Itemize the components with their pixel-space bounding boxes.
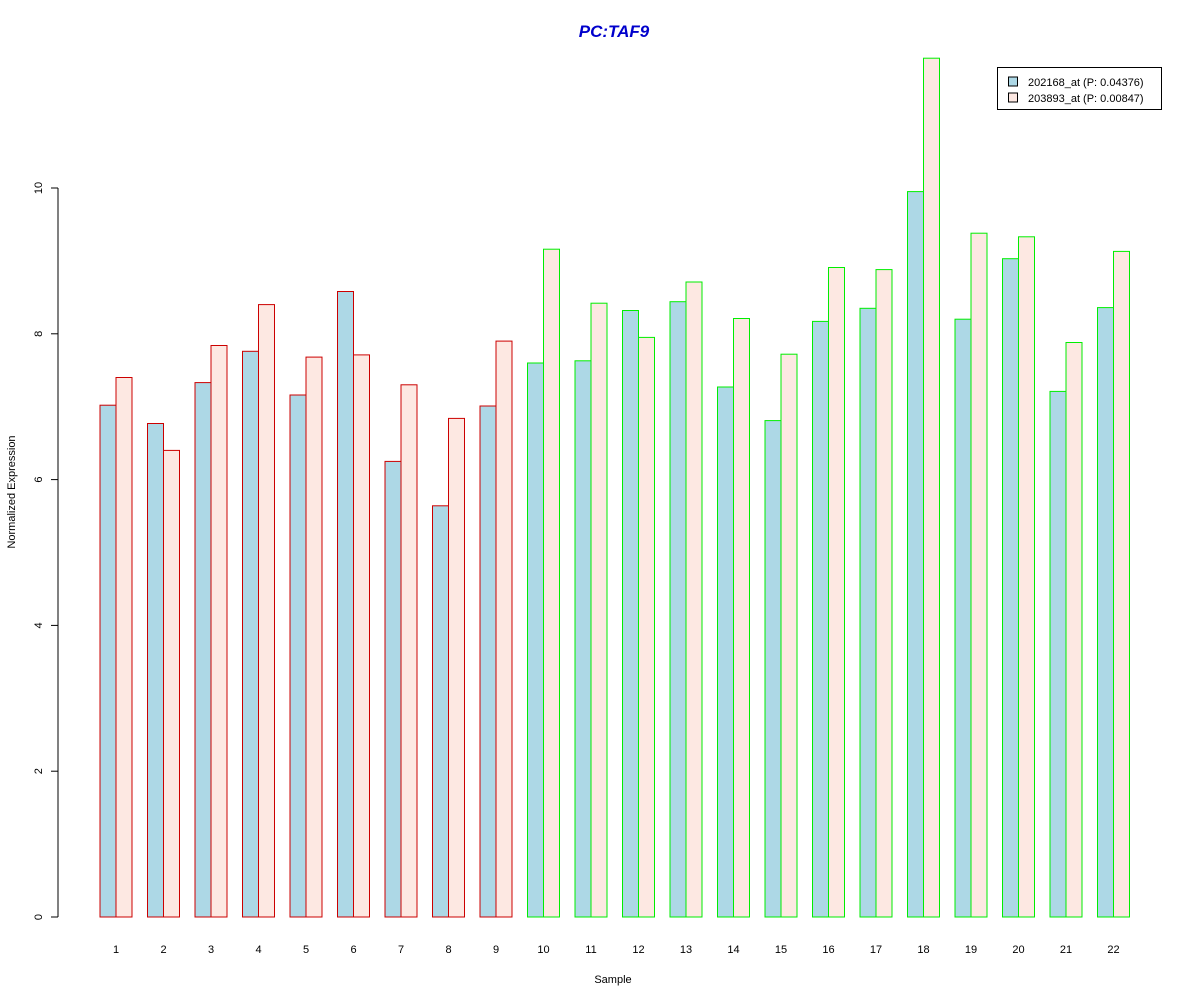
legend-label-series-2: 203893_at (P: 0.00847)	[1028, 93, 1144, 105]
x-tick-label-8: 8	[445, 944, 451, 956]
bar-sample-22-series-2	[1113, 250, 1130, 918]
bar-sample-4-series-2	[258, 304, 275, 918]
bar-sample-9-series-2	[495, 340, 513, 918]
bar-sample-1-series-1	[99, 404, 117, 918]
x-tick-label-14: 14	[727, 944, 739, 956]
x-axis-labels: 1 2 3 4 5 6 7 8 9 10 11 12 13 14 15 16 17 18 19 20 21 22	[113, 944, 1120, 956]
bar-sample-2-series-2	[163, 449, 180, 918]
x-tick-label-21: 21	[1060, 944, 1072, 956]
x-tick-label-9: 9	[493, 944, 499, 956]
y-tick-label-10: 10	[33, 182, 45, 194]
bar-sample-19-series-1	[954, 318, 972, 918]
legend-swatch-series-2	[1008, 92, 1018, 103]
bar-sample-3-series-2	[210, 345, 228, 918]
x-tick-label-4: 4	[255, 944, 261, 956]
bar-sample-10-series-2	[543, 248, 560, 918]
bar-sample-17-series-1	[859, 307, 877, 918]
x-tick-label-3: 3	[208, 944, 214, 956]
bar-sample-16-series-2	[828, 267, 845, 918]
bar-sample-8-series-2	[448, 417, 465, 918]
x-tick-label-12: 12	[632, 944, 644, 956]
bar-sample-21-series-1	[1049, 390, 1067, 918]
x-tick-label-13: 13	[680, 944, 692, 956]
bar-sample-12-series-2	[638, 336, 655, 918]
x-tick-label-18: 18	[917, 944, 929, 956]
x-tick-label-10: 10	[537, 944, 549, 956]
y-tick-label-4: 4	[33, 622, 45, 628]
bar-sample-9-series-1	[479, 405, 497, 918]
x-tick-label-20: 20	[1012, 944, 1024, 956]
bar-sample-16-series-1	[812, 320, 829, 918]
bar-sample-12-series-1	[622, 310, 639, 918]
x-tick-label-16: 16	[822, 944, 834, 956]
bar-sample-17-series-2	[875, 269, 893, 918]
x-tick-label-15: 15	[775, 944, 787, 956]
bar-sample-1-series-2	[115, 377, 133, 918]
bar-sample-2-series-1	[147, 423, 164, 918]
bar-sample-6-series-2	[353, 354, 370, 918]
bar-sample-13-series-2	[685, 281, 703, 918]
x-tick-label-7: 7	[398, 944, 404, 956]
bar-sample-14-series-2	[733, 318, 750, 918]
bar-sample-18-series-1	[907, 191, 924, 918]
bar-sample-11-series-1	[574, 360, 592, 918]
legend: 202168_at (P: 0.04376) 203893_at (P: 0.00…	[997, 67, 1162, 110]
legend-swatch-series-1	[1008, 76, 1018, 87]
y-tick-label-0: 0	[33, 914, 45, 920]
y-tick-label-2: 2	[33, 768, 45, 774]
x-tick-label-1: 1	[113, 944, 119, 956]
y-tick-label-8: 8	[33, 331, 45, 337]
bar-sample-18-series-2	[923, 57, 940, 918]
bar-sample-10-series-1	[527, 362, 544, 918]
x-tick-label-6: 6	[350, 944, 356, 956]
y-tick-label-6: 6	[33, 477, 45, 483]
bar-sample-20-series-1	[1002, 258, 1019, 918]
x-tick-label-2: 2	[160, 944, 166, 956]
y-axis-title: Normalized Expression	[6, 435, 18, 548]
x-tick-label-17: 17	[870, 944, 882, 956]
bar-sample-5-series-1	[289, 394, 307, 918]
bar-sample-15-series-2	[780, 353, 798, 918]
bar-sample-8-series-1	[432, 505, 449, 918]
x-tick-label-5: 5	[303, 944, 309, 956]
bar-sample-11-series-2	[590, 302, 608, 918]
x-tick-label-11: 11	[585, 944, 596, 956]
bar-sample-20-series-2	[1018, 236, 1035, 918]
bar-sample-5-series-2	[305, 356, 323, 918]
bar-sample-7-series-1	[384, 460, 402, 918]
legend-box	[997, 67, 1162, 110]
bar-sample-15-series-1	[764, 420, 782, 918]
chart-title: PC:TAF9	[579, 22, 650, 41]
bars-group	[99, 57, 1130, 918]
x-tick-label-19: 19	[965, 944, 977, 956]
bar-sample-13-series-1	[669, 301, 687, 918]
bar-sample-6-series-1	[337, 291, 354, 918]
x-tick-label-22: 22	[1107, 944, 1119, 956]
bar-sample-21-series-2	[1065, 342, 1083, 918]
bar-sample-14-series-1	[717, 386, 734, 918]
bar-sample-3-series-1	[194, 382, 212, 918]
bar-sample-7-series-2	[400, 384, 418, 918]
bar-sample-4-series-1	[242, 350, 259, 918]
legend-label-series-1: 202168_at (P: 0.04376)	[1028, 77, 1144, 89]
bar-sample-19-series-2	[970, 232, 988, 918]
bar-sample-22-series-1	[1097, 307, 1114, 918]
x-axis-title: Sample	[594, 974, 631, 986]
y-axis: 0 2 4 6 8 10	[33, 182, 59, 920]
